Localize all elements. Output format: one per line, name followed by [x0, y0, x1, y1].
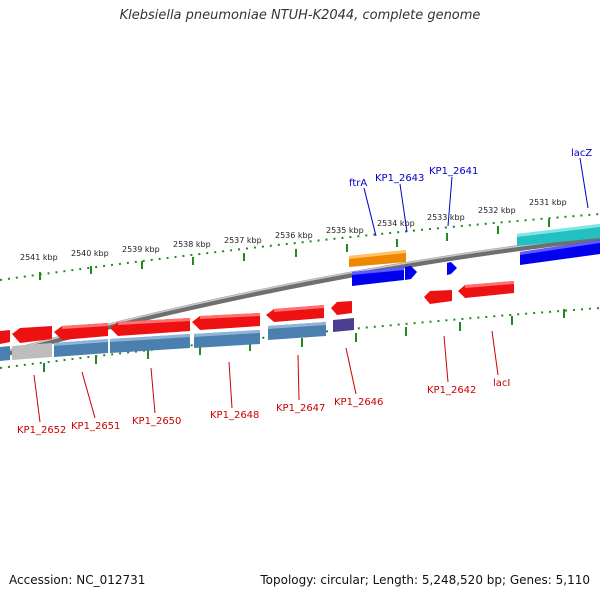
gene-label-KP1_2652[interactable]: KP1_2652 — [17, 425, 66, 436]
cds-feature-gray[interactable] — [12, 343, 52, 360]
tick-label: 2539 kbp — [122, 245, 160, 254]
gene-label-KP1_2651[interactable]: KP1_2651 — [71, 421, 120, 432]
genome-metadata-text: Topology: circular; Length: 5,248,520 bp… — [260, 573, 590, 587]
gene-label-KP1_2647[interactable]: KP1_2647 — [276, 403, 325, 414]
feature-highlight — [349, 250, 406, 259]
feature-highlight — [517, 224, 600, 237]
reverse-leader-lines — [33, 330, 499, 423]
tick-label: 2538 kbp — [173, 240, 211, 249]
reverse-strand-features — [0, 281, 514, 361]
tick-labels: 2541 kbp 2540 kbp 2539 kbp 2538 kbp 2537… — [20, 198, 567, 262]
reverse-labels: KP1_2652 KP1_2651 KP1_2650 KP1_2648 KP1_… — [17, 378, 510, 436]
gene-KP1_2642[interactable] — [424, 290, 452, 304]
forward-leader-lines — [363, 157, 589, 237]
genome-title: Klebsiella pneumoniae NTUH-K2044, comple… — [119, 8, 481, 23]
tick-marks-inner — [43, 309, 565, 372]
gene-KP1_2652-partial[interactable] — [0, 330, 10, 344]
forward-labels: ftrA KP1_2643 KP1_2641 lacZ — [349, 148, 592, 189]
gene-label-KP1_2642[interactable]: KP1_2642 — [427, 385, 476, 396]
forward-strand-features — [349, 224, 600, 286]
gene-label-KP1_2650[interactable]: KP1_2650 — [132, 416, 181, 427]
accession-text: Accession: NC_012731 — [9, 573, 146, 587]
tick-label: 2534 kbp — [377, 219, 415, 228]
tick-label: 2541 kbp — [20, 253, 58, 262]
gene-KP1_2641[interactable] — [447, 262, 457, 275]
gene-KP1_2643[interactable] — [405, 266, 417, 280]
gene-label-KP1_2641[interactable]: KP1_2641 — [429, 166, 478, 177]
cds-feature-purple[interactable] — [333, 318, 354, 332]
gene-label-ftrA[interactable]: ftrA — [349, 178, 367, 189]
tick-label: 2537 kbp — [224, 236, 262, 245]
feature-highlights — [62, 281, 514, 329]
gene-KP1_2646[interactable] — [331, 301, 352, 315]
tick-label: 2536 kbp — [275, 231, 313, 240]
tick-label: 2533 kbp — [427, 213, 465, 222]
gene-label-lacZ[interactable]: lacZ — [571, 148, 592, 159]
gene-label-KP1_2648[interactable]: KP1_2648 — [210, 410, 259, 421]
tick-label: 2532 kbp — [478, 206, 516, 215]
tick-label: 2540 kbp — [71, 249, 109, 258]
gene-lacZ[interactable] — [520, 240, 600, 265]
gene-label-lacI[interactable]: lacI — [493, 378, 510, 389]
tick-label: 2531 kbp — [529, 198, 567, 207]
feature-highlights — [54, 322, 326, 346]
feature-highlight — [520, 240, 600, 255]
feature-highlight — [352, 267, 404, 275]
tick-label: 2535 kbp — [326, 226, 364, 235]
tick-marks — [39, 219, 550, 280]
gene-label-KP1_2643[interactable]: KP1_2643 — [375, 173, 424, 184]
cds-feature[interactable] — [0, 346, 10, 361]
gene-KP1_2652[interactable] — [12, 326, 52, 343]
gene-label-KP1_2646[interactable]: KP1_2646 — [334, 397, 383, 408]
